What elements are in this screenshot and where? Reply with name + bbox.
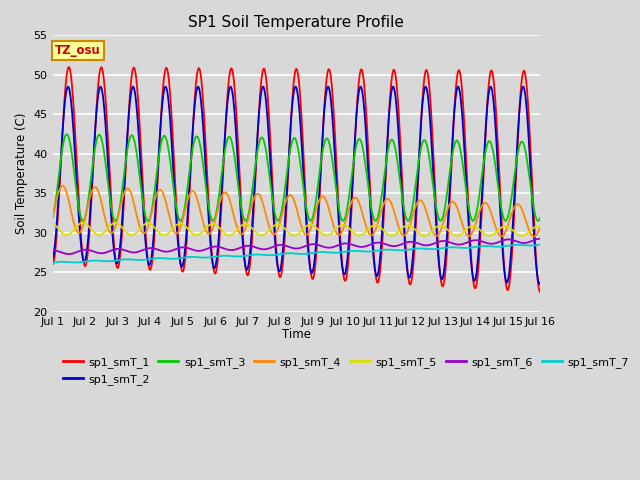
sp1_smT_3 [49, 215, 56, 220]
sp1_smT_6 [65, 251, 73, 257]
sp1_smT_3 [536, 215, 544, 221]
Line: sp1_smT_4: sp1_smT_4 [52, 186, 540, 237]
sp1_smT_6 [479, 239, 486, 244]
sp1_smT_2 [536, 280, 544, 286]
Title: SP1 Soil Temperature Profile: SP1 Soil Temperature Profile [188, 15, 404, 30]
sp1_smT_7 [157, 255, 165, 261]
sp1_smT_3 [63, 132, 70, 137]
Line: sp1_smT_6: sp1_smT_6 [52, 239, 540, 254]
sp1_smT_6 [436, 239, 444, 244]
sp1_smT_4 [479, 202, 486, 208]
sp1_smT_3 [212, 212, 220, 217]
sp1_smT_7 [145, 256, 153, 262]
sp1_smT_6 [49, 248, 56, 253]
sp1_smT_5 [436, 223, 444, 228]
Text: TZ_osu: TZ_osu [55, 44, 100, 57]
Line: sp1_smT_7: sp1_smT_7 [52, 245, 540, 263]
sp1_smT_4 [212, 215, 220, 220]
sp1_smT_2 [212, 263, 220, 269]
sp1_smT_2 [157, 117, 165, 122]
Line: sp1_smT_5: sp1_smT_5 [52, 223, 540, 236]
sp1_smT_1 [65, 64, 73, 70]
sp1_smT_1 [372, 273, 380, 279]
sp1_smT_6 [212, 244, 220, 250]
Line: sp1_smT_3: sp1_smT_3 [52, 134, 540, 221]
sp1_smT_5 [212, 222, 220, 228]
sp1_smT_7 [212, 254, 220, 260]
sp1_smT_2 [436, 266, 444, 272]
sp1_smT_5 [157, 231, 165, 237]
sp1_smT_4 [157, 188, 165, 193]
sp1_smT_4 [536, 224, 544, 229]
sp1_smT_5 [372, 222, 380, 228]
sp1_smT_4 [49, 215, 56, 220]
sp1_smT_6 [157, 248, 165, 254]
Line: sp1_smT_1: sp1_smT_1 [52, 67, 540, 292]
Line: sp1_smT_2: sp1_smT_2 [52, 87, 540, 284]
sp1_smT_7 [372, 248, 380, 254]
sp1_smT_6 [536, 236, 544, 241]
sp1_smT_1 [157, 109, 165, 115]
sp1_smT_1 [49, 262, 56, 267]
sp1_smT_1 [479, 192, 486, 197]
sp1_smT_3 [436, 217, 444, 223]
sp1_smT_4 [372, 226, 380, 232]
sp1_smT_5 [479, 229, 486, 235]
sp1_smT_2 [536, 281, 543, 287]
sp1_smT_2 [389, 84, 397, 90]
sp1_smT_3 [157, 140, 165, 145]
sp1_smT_5 [146, 221, 154, 227]
sp1_smT_5 [518, 233, 525, 239]
sp1_smT_7 [536, 242, 544, 248]
sp1_smT_1 [536, 289, 544, 295]
sp1_smT_7 [478, 243, 486, 249]
sp1_smT_4 [146, 219, 154, 225]
sp1_smT_1 [436, 264, 444, 270]
sp1_smT_5 [49, 220, 56, 226]
sp1_smT_4 [436, 230, 444, 236]
sp1_smT_1 [146, 266, 154, 272]
sp1_smT_7 [49, 260, 56, 265]
sp1_smT_3 [469, 218, 477, 224]
sp1_smT_3 [479, 165, 487, 171]
sp1_smT_6 [372, 240, 380, 246]
X-axis label: Time: Time [282, 328, 311, 341]
sp1_smT_6 [146, 245, 154, 251]
sp1_smT_4 [59, 183, 67, 189]
sp1_smT_1 [212, 269, 220, 275]
sp1_smT_2 [372, 270, 380, 276]
sp1_smT_2 [49, 256, 56, 262]
sp1_smT_3 [146, 216, 154, 222]
sp1_smT_2 [479, 180, 486, 186]
sp1_smT_7 [435, 246, 443, 252]
sp1_smT_3 [372, 218, 380, 224]
sp1_smT_5 [79, 220, 86, 226]
sp1_smT_4 [530, 234, 538, 240]
sp1_smT_5 [536, 224, 544, 230]
Legend: sp1_smT_1, sp1_smT_2, sp1_smT_3, sp1_smT_4, sp1_smT_5, sp1_smT_6, sp1_smT_7: sp1_smT_1, sp1_smT_2, sp1_smT_3, sp1_smT… [58, 353, 634, 389]
Y-axis label: Soil Temperature (C): Soil Temperature (C) [15, 113, 28, 234]
sp1_smT_2 [145, 262, 153, 268]
